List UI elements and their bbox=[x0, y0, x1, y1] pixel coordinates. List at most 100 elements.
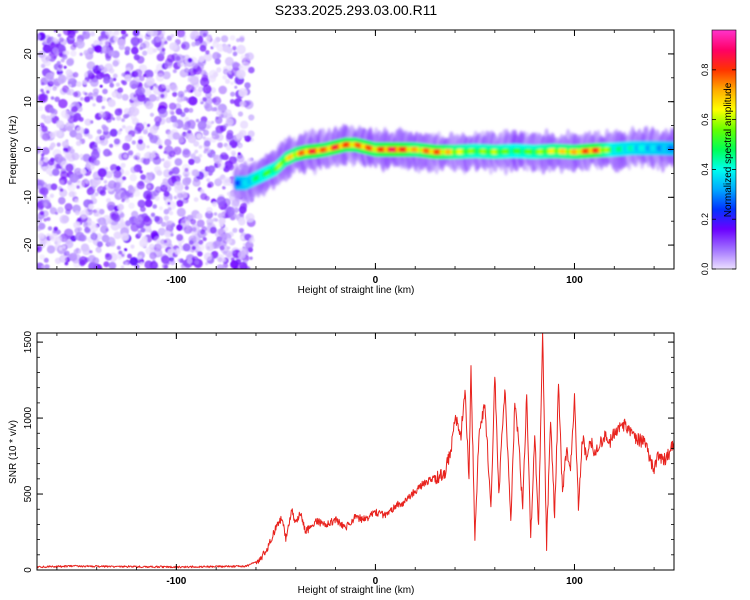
heatmap-noise-cell bbox=[37, 179, 42, 186]
heatmap-noise-cell bbox=[149, 243, 155, 250]
heatmap-noise-cell bbox=[50, 96, 55, 100]
heatmap-noise-cell bbox=[73, 221, 81, 229]
heatmap-noise-cell bbox=[206, 218, 214, 226]
heatmap-noise-cell bbox=[137, 229, 142, 234]
colorbar-tick-label: 0.4 bbox=[700, 163, 710, 176]
heatmap-noise-cell bbox=[206, 206, 213, 214]
heatmap-noise-cell bbox=[122, 142, 131, 151]
heatmap-noise-cell bbox=[74, 227, 80, 234]
heatmap-noise-cell bbox=[184, 177, 192, 184]
heatmap-noise-cell bbox=[45, 168, 53, 175]
heatmap-noise-cell bbox=[222, 185, 226, 190]
heatmap-noise-cell bbox=[93, 159, 101, 166]
heatmap-noise-cell bbox=[215, 116, 219, 120]
heatmap-noise-cell bbox=[190, 218, 197, 225]
heatmap-noise-cell bbox=[112, 77, 117, 82]
heatmap-noise-cell bbox=[80, 97, 84, 101]
heatmap-noise-cell bbox=[175, 108, 183, 115]
heatmap-noise-cell bbox=[37, 245, 43, 253]
heatmap-noise-cell bbox=[143, 121, 147, 126]
heatmap-noise-cell bbox=[239, 235, 244, 240]
heatmap-noise-cell bbox=[215, 133, 224, 142]
heatmap-noise-cell bbox=[142, 157, 150, 165]
heatmap-noise-cell bbox=[241, 61, 250, 71]
heatmap-noise-cell bbox=[213, 212, 218, 216]
heatmap-noise-cell bbox=[159, 50, 166, 56]
heatmap-noise-cell bbox=[75, 140, 82, 146]
heatmap-noise-cell bbox=[58, 246, 63, 251]
heatmap-noise-cell bbox=[120, 191, 130, 201]
heatmap-noise-cell bbox=[125, 198, 130, 203]
heatmap-noise-cell bbox=[84, 96, 91, 103]
heatmap-noise-cell bbox=[163, 190, 170, 197]
heatmap-noise-cell bbox=[154, 116, 162, 124]
heatmap-noise-cell bbox=[154, 248, 162, 256]
heatmap-noise-cell bbox=[77, 180, 81, 184]
heatmap-noise-cell bbox=[76, 126, 85, 135]
heatmap-noise-cell bbox=[170, 34, 175, 38]
heatmap-noise-cell bbox=[198, 145, 203, 149]
heatmap-noise-cell bbox=[238, 144, 243, 148]
heatmap-noise-cell bbox=[175, 55, 181, 61]
heatmap-noise-cell bbox=[93, 91, 99, 97]
heatmap-noise-cell bbox=[149, 85, 154, 91]
heatmap-noise-cell bbox=[211, 120, 215, 124]
heatmap-noise-cell bbox=[133, 190, 141, 197]
heatmap-noise-cell bbox=[224, 109, 232, 117]
heatmap-noise-cell bbox=[137, 199, 146, 208]
heatmap-noise-cell bbox=[71, 105, 78, 113]
heatmap-noise-cell bbox=[121, 118, 125, 122]
heatmap-noise-cell bbox=[86, 30, 90, 34]
heatmap-noise-cell bbox=[64, 203, 73, 212]
heatmap-noise-cell bbox=[102, 97, 107, 102]
heatmap-noise-cell bbox=[75, 248, 82, 254]
heatmap-noise-cell bbox=[224, 56, 234, 66]
heatmap-noise-cell bbox=[57, 33, 62, 38]
heatmap-noise-cell bbox=[94, 44, 103, 53]
heatmap-noise-cell bbox=[139, 238, 148, 248]
heatmap-noise-cell bbox=[139, 75, 145, 82]
heatmap-noise-cell bbox=[133, 94, 137, 98]
heatmap-noise-cell bbox=[94, 192, 99, 197]
heatmap-noise-cell bbox=[100, 139, 105, 144]
heatmap-noise-cell bbox=[135, 122, 145, 132]
heatmap-noise-cell bbox=[163, 245, 167, 249]
heatmap-noise-cell bbox=[80, 157, 84, 161]
heatmap-noise-cell bbox=[166, 35, 172, 41]
heatmap-noise-cell bbox=[59, 214, 69, 224]
heatmap-noise-cell bbox=[89, 250, 93, 254]
snr-y-tick-label: 1500 bbox=[23, 331, 34, 354]
snr-x-tick-label: 0 bbox=[373, 576, 379, 587]
heatmap-noise-cell bbox=[187, 135, 197, 144]
heatmap-noise-cell bbox=[225, 238, 232, 245]
heatmap-noise-cell bbox=[204, 36, 213, 44]
heatmap-x-tick-label: 0 bbox=[373, 275, 379, 286]
heatmap-noise-cell bbox=[39, 236, 47, 245]
heatmap-noise-cell bbox=[58, 64, 63, 69]
heatmap-noise-cell bbox=[125, 70, 130, 76]
heatmap-noise-cell bbox=[152, 48, 158, 53]
heatmap-noise-cell bbox=[89, 186, 96, 193]
heatmap-noise-cell bbox=[216, 67, 222, 73]
heatmap-noise-cell bbox=[225, 118, 234, 126]
heatmap-noise-cell bbox=[109, 128, 118, 137]
heatmap-noise-cell bbox=[117, 108, 123, 113]
heatmap-noise-cell bbox=[64, 113, 70, 120]
colorbar-tick-label: 0.6 bbox=[700, 113, 710, 126]
heatmap-noise-cell bbox=[102, 186, 107, 191]
heatmap-noise-cell bbox=[54, 30, 58, 33]
heatmap-noise-cell bbox=[102, 130, 111, 139]
heatmap-noise-cell bbox=[116, 115, 122, 121]
heatmap-noise-cell bbox=[117, 256, 122, 260]
heatmap-noise-cell bbox=[148, 94, 157, 102]
heatmap-noise-cell bbox=[124, 137, 129, 143]
heatmap-noise-cell bbox=[231, 152, 236, 157]
heatmap-noise-cell bbox=[212, 154, 219, 160]
snr-plot-area bbox=[37, 333, 674, 570]
heatmap-noise-cell bbox=[38, 160, 44, 166]
heatmap-noise-cell bbox=[58, 98, 68, 109]
heatmap-noise-cell bbox=[195, 118, 200, 123]
heatmap-noise-cell bbox=[71, 152, 80, 161]
heatmap-noise-cell bbox=[100, 38, 109, 48]
